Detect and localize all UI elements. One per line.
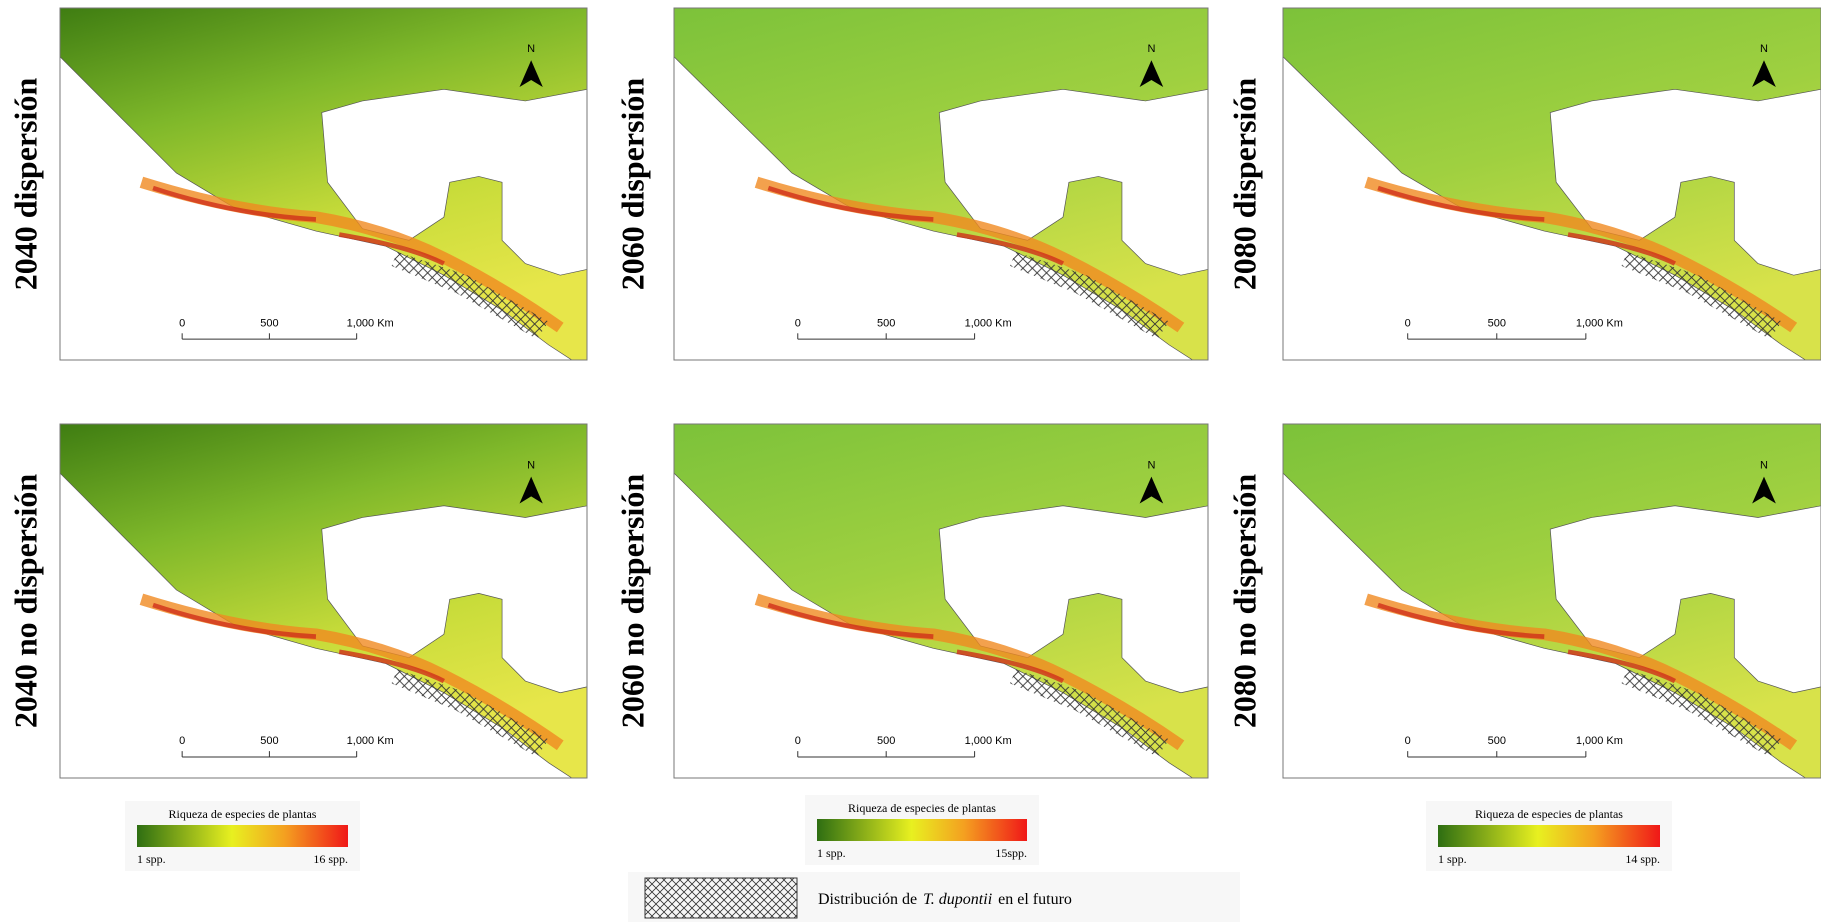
panel-label: 2080 dispersión [1226,78,1262,291]
panel-label: 2060 no dispersión [614,474,650,728]
north-label: N [1147,459,1155,471]
legend: Riqueza de especies de plantas 1 spp. 16 s… [125,801,360,871]
panel-label: 2060 dispersión [614,78,650,291]
map [674,8,1208,360]
scale-label: 500 [260,317,278,329]
north-label: N [1760,43,1768,55]
map-panel: N 0 500 1,000 Km [1283,424,1821,778]
footer-legend: Distribución de T. dupontii en el futuro [628,872,1240,922]
scale-label: 0 [1405,317,1411,329]
panel-label: 2040 dispersión [7,78,43,291]
legend-max: 14 spp. [1625,852,1660,866]
scale-label: 500 [1488,317,1506,329]
scale-label: 0 [795,317,801,329]
legend-gradient [1438,825,1660,847]
scale-label: 1,000 Km [965,317,1012,329]
legend: Riqueza de especies de plantas 1 spp. 15sp… [805,795,1039,865]
legend-title: Riqueza de especies de plantas [1475,807,1623,821]
scale-label: 500 [1488,735,1506,747]
scale-label: 1,000 Km [347,735,394,747]
scale-label: 0 [179,735,185,747]
scale-label: 0 [1405,735,1411,747]
map [1283,424,1821,778]
legend-gradient [137,825,348,847]
legend-title: Riqueza de especies de plantas [169,807,317,821]
legend-min: 1 spp. [817,846,846,860]
map [674,424,1208,778]
map [60,424,587,778]
map-panel: N 0 500 1,000 Km [60,424,587,778]
legend-max: 16 spp. [313,852,348,866]
map-panel: N 0 500 1,000 Km [60,8,587,360]
legend-min: 1 spp. [1438,852,1467,866]
legend: Riqueza de especies de plantas 1 spp. 14 s… [1426,801,1672,871]
scale-label: 500 [877,735,895,747]
scale-label: 1,000 Km [347,317,394,329]
footer-text: Distribución de T. dupontii en el futuro [818,891,1072,908]
legend-max: 15spp. [995,846,1027,860]
map-panel: N 0 500 1,000 Km [674,424,1208,778]
north-label: N [527,459,535,471]
scale-label: 1,000 Km [1576,735,1623,747]
scale-label: 1,000 Km [1576,317,1623,329]
scale-label: 500 [877,317,895,329]
scale-label: 0 [795,735,801,747]
legend-title: Riqueza de especies de plantas [848,801,996,815]
scale-label: 500 [260,735,278,747]
scale-label: 0 [179,317,185,329]
map [60,8,587,360]
legend-min: 1 spp. [137,852,166,866]
map-panel: N 0 500 1,000 Km [674,8,1208,360]
footer-species: T. dupontii [923,891,992,908]
panel-label: 2040 no dispersión [7,474,43,728]
north-label: N [527,43,535,55]
footer-after: en el futuro [998,891,1072,908]
panel-label: 2080 no dispersión [1226,474,1262,728]
north-label: N [1147,43,1155,55]
figure: 2040 dispersión N 0 500 1,000 Km 2060 dispers… [0,0,1821,922]
scale-label: 1,000 Km [965,735,1012,747]
footer-before: Distribución de [818,891,917,908]
legend-gradient [817,819,1027,841]
hatch-swatch [645,878,797,918]
map-panel: N 0 500 1,000 Km [1283,8,1821,360]
north-label: N [1760,459,1768,471]
map [1283,8,1821,360]
